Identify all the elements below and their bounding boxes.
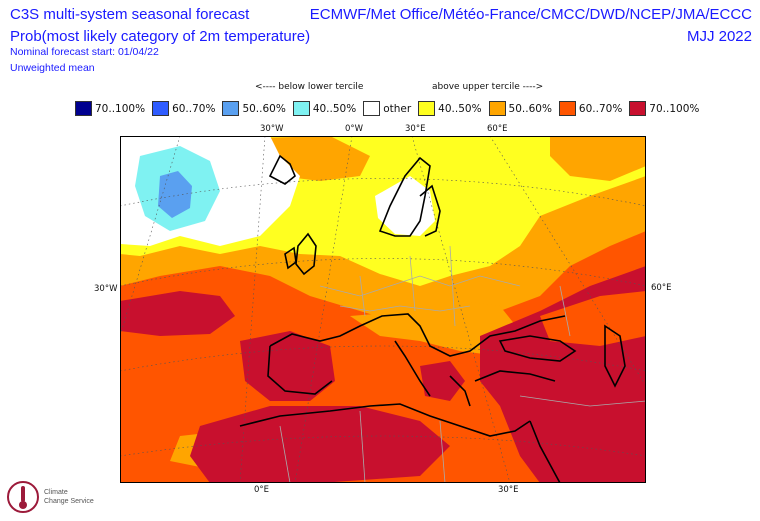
border-line <box>319 275 521 297</box>
legend-swatch <box>629 101 647 116</box>
grid-label-top-0w: 0°W <box>345 124 364 134</box>
below-tercile-label: <---- below lower tercile <box>255 82 364 92</box>
border-line <box>449 245 456 327</box>
grid-label-bottom-30e: 30°E <box>498 485 519 495</box>
region-red-atlantic <box>120 291 235 336</box>
legend-swatch <box>488 101 506 116</box>
legend-item-below-60-70: 60..70% <box>152 101 215 116</box>
legend-swatch <box>418 101 436 116</box>
thermometer-logo-icon <box>7 481 39 513</box>
border-line <box>339 305 471 312</box>
probability-map <box>120 136 646 483</box>
coastline-greece <box>449 375 471 407</box>
grid-label-top-60e: 60°E <box>487 124 508 134</box>
coastlines <box>239 154 626 483</box>
legend-item-below-70-100: 70..100% <box>75 101 145 116</box>
grid-label-top-30e: 30°E <box>405 124 426 134</box>
region-red-northafrica <box>190 406 450 483</box>
title-line-2: Prob(most likely category of 2m temperat… <box>10 28 311 45</box>
legend-swatch <box>363 101 381 116</box>
region-blue-northwest <box>158 171 192 218</box>
coastline-iberia <box>267 345 333 395</box>
grid-label-top-30w: 30°W <box>260 124 284 134</box>
country-borders <box>279 245 646 483</box>
border-line <box>359 410 366 483</box>
graticule <box>120 136 646 483</box>
region-darkorange-caspian <box>540 291 646 346</box>
meridian-line <box>120 136 181 337</box>
map-frame <box>120 136 646 483</box>
legend-swatch <box>558 101 576 116</box>
coastline-blacksea <box>498 335 577 362</box>
mean-type: Unweighted mean <box>10 62 95 74</box>
legend-item-below-40-50: 40..50% <box>292 101 356 116</box>
logo-line-2: Change Service <box>44 498 94 505</box>
legend-item-above-40-50: 40..50% <box>418 101 482 116</box>
coastline-mediterranean-north <box>269 313 566 357</box>
grid-label-bottom-0e: 0°E <box>254 485 270 495</box>
legend-swatch <box>222 101 240 116</box>
logo-line-1: Climate <box>44 489 68 496</box>
coastline-northafrica <box>239 403 531 437</box>
coastline-iceland <box>268 154 296 185</box>
legend-item-above-60-70: 60..70% <box>558 101 622 116</box>
coastline-ireland <box>284 246 297 270</box>
border-line <box>279 425 291 483</box>
legend-swatch <box>75 101 92 116</box>
meridian-line <box>294 136 353 483</box>
parallel-line <box>120 345 646 372</box>
region-orange-northeast <box>550 136 646 181</box>
border-line <box>439 420 446 483</box>
season-label: MJJ 2022 <box>686 28 752 45</box>
coastline-caspian <box>604 324 626 388</box>
coastline-scandinavia <box>378 156 431 237</box>
parallel-line <box>120 178 646 207</box>
legend-item-other: other <box>363 101 411 116</box>
title-line-1: C3S multi-system seasonal forecast <box>10 6 250 23</box>
coastline-redsea <box>529 420 561 483</box>
legend-swatch <box>292 101 310 116</box>
above-tercile-label: above upper tercile ----> <box>432 82 544 92</box>
border-line <box>519 395 646 407</box>
grid-label-right-60e: 60°E <box>651 283 672 293</box>
meridian-line <box>411 136 511 483</box>
coastline-britain <box>295 232 317 276</box>
region-red-balkans <box>420 361 465 401</box>
legend-swatch <box>152 101 170 116</box>
grid-label-left-30w: 30°W <box>94 284 118 294</box>
coastline-turkey <box>474 370 556 382</box>
forecast-start: Nominal forecast start: 01/04/22 <box>10 46 159 58</box>
coastline-italy <box>394 340 431 397</box>
legend-item-above-50-60: 50..60% <box>488 101 552 116</box>
legend: 70..100% 60..70% 50..60% 40..50% other 4… <box>75 101 706 116</box>
parallel-line <box>120 258 646 287</box>
border-line <box>409 255 416 312</box>
copernicus-logo: Climate Change Service <box>5 478 94 516</box>
legend-item-above-70-100: 70..100% <box>629 101 699 116</box>
model-list: ECMWF/Met Office/Météo-France/CMCC/DWD/N… <box>309 6 752 23</box>
legend-item-below-50-60: 50..60% <box>222 101 286 116</box>
region-red-iberia <box>240 331 335 401</box>
coastline-finland <box>419 184 441 237</box>
border-line <box>359 275 366 317</box>
border-line <box>559 285 571 337</box>
